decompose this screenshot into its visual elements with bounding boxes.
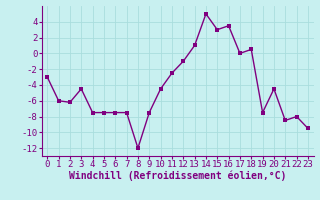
X-axis label: Windchill (Refroidissement éolien,°C): Windchill (Refroidissement éolien,°C) (69, 171, 286, 181)
